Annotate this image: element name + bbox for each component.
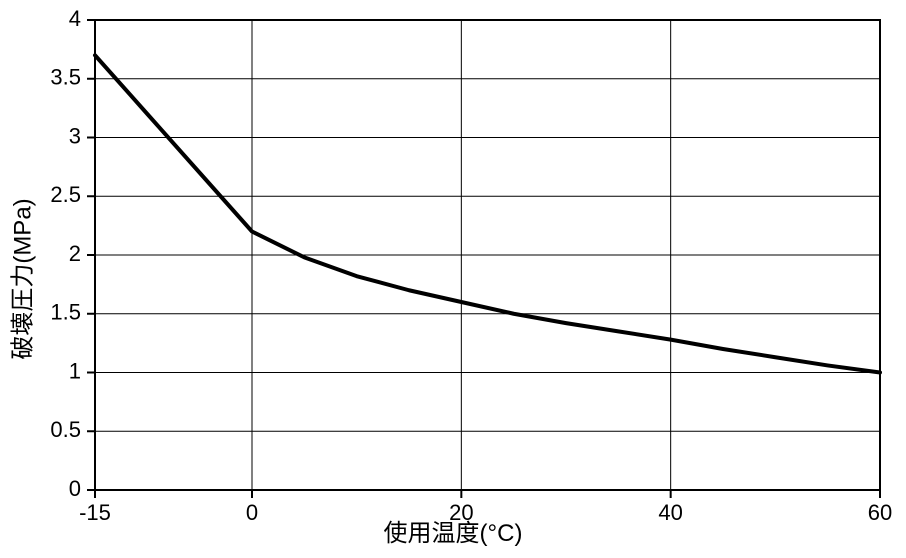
chart-svg: 00.511.522.533.54-150204060: [0, 0, 906, 558]
y-tick-label: 3: [69, 123, 81, 148]
x-tick-label: 60: [868, 500, 892, 525]
y-tick-label: 4: [69, 6, 81, 31]
y-tick-label: 1.5: [50, 300, 81, 325]
y-tick-label: 0.5: [50, 417, 81, 442]
y-tick-label: 2.5: [50, 182, 81, 207]
x-tick-label: -15: [79, 500, 111, 525]
y-tick-label: 2: [69, 241, 81, 266]
y-tick-label: 3.5: [50, 65, 81, 90]
y-tick-label: 0: [69, 476, 81, 501]
x-axis-label: 使用温度(°C): [384, 513, 523, 548]
y-tick-label: 1: [69, 358, 81, 383]
x-tick-label: 0: [246, 500, 258, 525]
y-axis-label: 破壊圧力(MPa): [3, 198, 38, 359]
x-tick-label: 40: [658, 500, 682, 525]
pressure-temperature-chart: 00.511.522.533.54-150204060 破壊圧力(MPa) 使用…: [0, 0, 906, 558]
